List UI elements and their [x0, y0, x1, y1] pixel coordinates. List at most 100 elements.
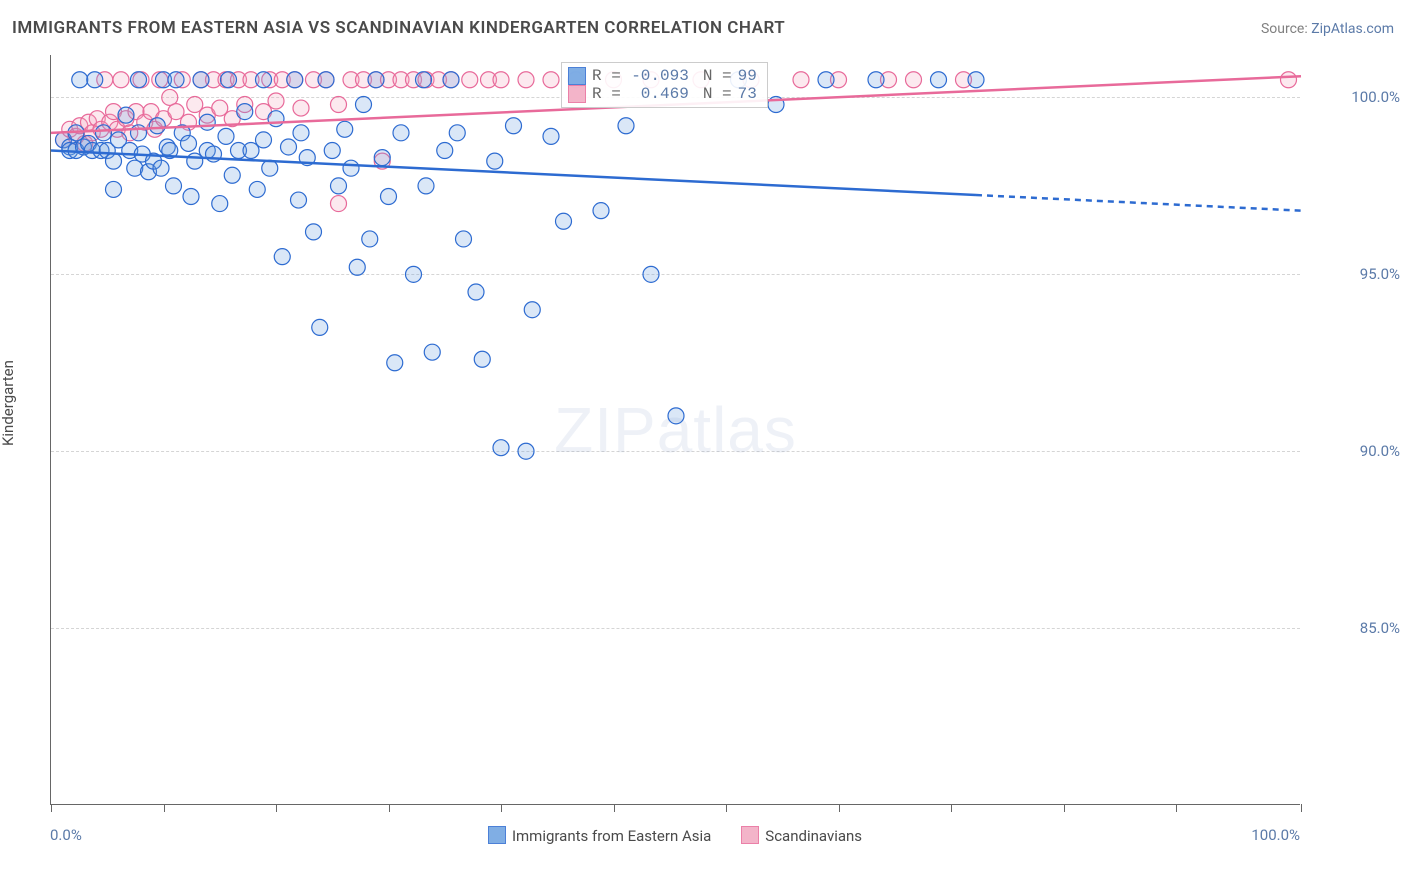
- data-point-pink: [543, 72, 559, 88]
- data-point-blue: [506, 118, 522, 134]
- data-point-blue: [153, 160, 169, 176]
- data-point-blue: [193, 72, 209, 88]
- data-point-blue: [437, 143, 453, 159]
- r-value: 0.469: [627, 85, 689, 103]
- data-point-blue: [331, 178, 347, 194]
- r-label: R =: [592, 67, 621, 85]
- x-tick: [839, 804, 840, 812]
- data-point-blue: [524, 302, 540, 318]
- data-point-blue: [291, 192, 307, 208]
- data-point-blue: [199, 114, 215, 130]
- data-point-blue: [668, 408, 684, 424]
- data-point-blue: [318, 72, 334, 88]
- scatter-plot: ZIPatlas R =-0.093N =99R =0.469N =73: [50, 55, 1300, 805]
- data-point-pink: [493, 72, 509, 88]
- data-point-blue: [343, 160, 359, 176]
- data-point-blue: [518, 443, 534, 459]
- correlation-stats-box: R =-0.093N =99R =0.469N =73: [561, 62, 768, 108]
- data-point-blue: [96, 125, 112, 141]
- data-point-blue: [416, 72, 432, 88]
- x-tick: [614, 804, 615, 812]
- chart-title: IMMIGRANTS FROM EASTERN ASIA VS SCANDINA…: [12, 18, 785, 38]
- data-point-blue: [931, 72, 947, 88]
- data-point-blue: [456, 231, 472, 247]
- y-tick-label: 90.0%: [1360, 442, 1400, 460]
- data-point-blue: [221, 72, 237, 88]
- data-point-blue: [256, 132, 272, 148]
- source-label: Source:: [1261, 21, 1308, 37]
- data-point-blue: [262, 160, 278, 176]
- data-point-blue: [168, 72, 184, 88]
- legend-swatch-blue: [568, 67, 586, 85]
- data-point-blue: [487, 153, 503, 169]
- y-tick-label: 95.0%: [1360, 265, 1400, 283]
- data-point-blue: [131, 72, 147, 88]
- y-axis-label: Kindergarten: [0, 360, 17, 446]
- x-tick: [1301, 804, 1302, 812]
- data-point-pink: [906, 72, 922, 88]
- data-point-blue: [868, 72, 884, 88]
- data-point-blue: [381, 189, 397, 205]
- data-point-blue: [149, 118, 165, 134]
- data-point-pink: [331, 97, 347, 113]
- data-point-blue: [181, 135, 197, 151]
- x-tick: [389, 804, 390, 812]
- data-point-blue: [237, 104, 253, 120]
- data-point-pink: [462, 72, 478, 88]
- data-point-blue: [449, 125, 465, 141]
- r-label: R =: [592, 85, 621, 103]
- x-tick: [164, 804, 165, 812]
- source-attribution: Source: ZipAtlas.com: [1261, 21, 1394, 37]
- data-point-blue: [87, 72, 103, 88]
- data-point-blue: [249, 181, 265, 197]
- data-point-pink: [113, 72, 129, 88]
- plot-svg: [51, 55, 1300, 804]
- data-point-blue: [287, 72, 303, 88]
- data-point-blue: [387, 355, 403, 371]
- data-point-blue: [218, 128, 234, 144]
- data-point-blue: [643, 266, 659, 282]
- data-point-blue: [368, 72, 384, 88]
- data-point-blue: [618, 118, 634, 134]
- data-point-blue: [468, 284, 484, 300]
- data-point-blue: [349, 259, 365, 275]
- data-point-blue: [968, 72, 984, 88]
- data-point-blue: [443, 72, 459, 88]
- legend-item-pink: Scandinavians: [741, 826, 862, 845]
- data-point-blue: [131, 125, 147, 141]
- data-point-blue: [374, 150, 390, 166]
- stat-row-blue: R =-0.093N =99: [568, 67, 757, 85]
- trend-line-blue-dashed: [976, 195, 1301, 211]
- source-link[interactable]: ZipAtlas.com: [1311, 21, 1394, 37]
- x-tick: [276, 804, 277, 812]
- data-point-blue: [72, 72, 88, 88]
- data-point-blue: [274, 249, 290, 265]
- data-point-blue: [543, 128, 559, 144]
- data-point-blue: [418, 178, 434, 194]
- legend-label: Scandinavians: [765, 827, 862, 845]
- x-tick: [726, 804, 727, 812]
- legend: Immigrants from Eastern Asia Scandinavian…: [50, 826, 1300, 845]
- legend-swatch-blue: [488, 826, 506, 844]
- data-point-blue: [393, 125, 409, 141]
- data-point-blue: [424, 344, 440, 360]
- legend-item-blue: Immigrants from Eastern Asia: [488, 826, 711, 845]
- data-point-pink: [1281, 72, 1297, 88]
- data-point-blue: [362, 231, 378, 247]
- y-tick-label: 100.0%: [1351, 88, 1400, 106]
- data-point-blue: [593, 203, 609, 219]
- n-value: 99: [738, 67, 757, 85]
- data-point-blue: [268, 111, 284, 127]
- data-point-pink: [331, 196, 347, 212]
- data-point-blue: [556, 213, 572, 229]
- x-tick: [501, 804, 502, 812]
- data-point-blue: [324, 143, 340, 159]
- data-point-blue: [406, 266, 422, 282]
- y-tick-labels: 85.0%90.0%95.0%100.0%: [1310, 55, 1400, 805]
- data-point-pink: [293, 100, 309, 116]
- legend-label: Immigrants from Eastern Asia: [512, 827, 711, 845]
- data-point-blue: [166, 178, 182, 194]
- data-point-pink: [518, 72, 534, 88]
- n-label: N =: [703, 67, 732, 85]
- data-point-blue: [818, 72, 834, 88]
